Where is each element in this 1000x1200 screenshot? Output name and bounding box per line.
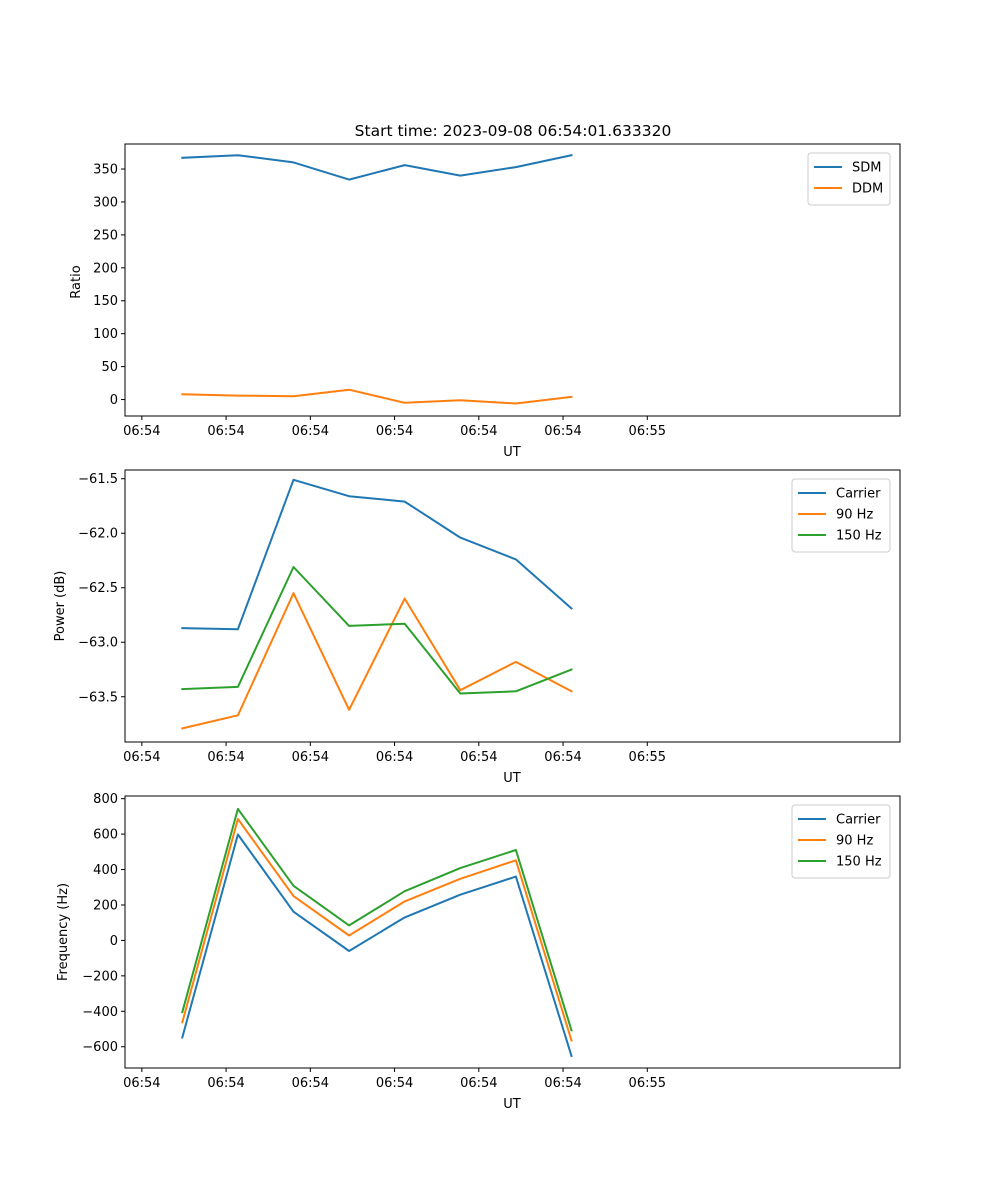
y-tick-label: 200 xyxy=(93,261,118,276)
ratio-legend: SDM DDM xyxy=(807,152,891,206)
frequency-y-ticks: −600 −400 −200 0 200 400 600 800 xyxy=(82,792,125,1055)
power-x-axis-label: UT xyxy=(503,771,521,786)
x-tick-label: 06:54 xyxy=(460,424,497,439)
x-tick-label: 06:55 xyxy=(629,424,666,439)
x-tick-label: 06:54 xyxy=(544,424,581,439)
legend-label: 90 Hz xyxy=(836,508,873,523)
power-series-90-hz-line xyxy=(181,592,573,730)
frequency-series-layer xyxy=(181,807,573,1058)
ratio-x-axis-label: UT xyxy=(503,445,521,460)
frequency-legend: Carrier 90 Hz 150 Hz xyxy=(791,804,891,879)
y-tick-label: −62.0 xyxy=(78,527,118,542)
x-tick-label: 06:54 xyxy=(292,1076,329,1091)
y-tick-label: −63.0 xyxy=(78,636,118,651)
y-tick-label: 400 xyxy=(93,863,118,878)
legend-label: Carrier xyxy=(836,813,881,828)
ratio-series-ddm-line xyxy=(181,388,573,405)
power-panel: 06:54 06:54 06:54 06:54 06:54 06:54 06:55 −63.… xyxy=(53,469,901,786)
legend-label: DDM xyxy=(852,182,883,197)
x-tick-label: 06:55 xyxy=(629,1076,666,1091)
ratio-panel: Start time: 2023-09-08 06:54:01.633320 0… xyxy=(69,122,901,460)
legend-label: 150 Hz xyxy=(836,855,882,870)
y-tick-label: −400 xyxy=(82,1005,118,1020)
x-tick-label: 06:54 xyxy=(292,424,329,439)
y-tick-label: 600 xyxy=(93,828,118,843)
ratio-axes-frame xyxy=(124,143,901,417)
x-tick-label: 06:54 xyxy=(123,1076,160,1091)
legend-label: 90 Hz xyxy=(836,834,873,849)
y-tick-label: −61.5 xyxy=(78,472,118,487)
legend-frame xyxy=(791,478,891,553)
x-tick-label: 06:54 xyxy=(207,424,244,439)
x-tick-label: 06:54 xyxy=(376,1076,413,1091)
power-legend: Carrier 90 Hz 150 Hz xyxy=(791,478,891,553)
frequency-series-150-hz-line xyxy=(181,807,573,1032)
y-tick-label: 0 xyxy=(110,934,118,949)
y-tick-label: 100 xyxy=(93,327,118,342)
y-tick-label: 250 xyxy=(93,228,118,243)
x-tick-label: 06:54 xyxy=(123,424,160,439)
power-x-ticks: 06:54 06:54 06:54 06:54 06:54 06:54 06:55 xyxy=(123,742,666,765)
x-tick-label: 06:54 xyxy=(123,750,160,765)
power-series-carrier-line xyxy=(181,478,573,631)
legend-label: 150 Hz xyxy=(836,529,882,544)
y-tick-label: 350 xyxy=(93,163,118,178)
ratio-y-axis-label: Ratio xyxy=(69,265,84,298)
frequency-series-90-hz-line xyxy=(181,818,573,1042)
x-tick-label: 06:54 xyxy=(460,1076,497,1091)
x-tick-label: 06:54 xyxy=(544,750,581,765)
y-tick-label: 0 xyxy=(110,393,118,408)
y-tick-label: −62.5 xyxy=(78,581,118,596)
x-tick-label: 06:54 xyxy=(376,750,413,765)
frequency-panel: 06:54 06:54 06:54 06:54 06:54 06:54 06:55 −600… xyxy=(56,792,901,1112)
ratio-series-layer xyxy=(181,154,573,405)
x-tick-label: 06:54 xyxy=(292,750,329,765)
y-tick-label: −63.5 xyxy=(78,690,118,705)
legend-frame xyxy=(791,804,891,879)
y-tick-label: −200 xyxy=(82,969,118,984)
y-tick-label: 300 xyxy=(93,195,118,210)
frequency-x-ticks: 06:54 06:54 06:54 06:54 06:54 06:54 06:55 xyxy=(123,1068,666,1091)
frequency-y-axis-label: Frequency (Hz) xyxy=(56,883,71,981)
power-series-layer xyxy=(181,478,573,730)
ratio-series-sdm-line xyxy=(181,154,573,181)
y-tick-label: 200 xyxy=(93,898,118,913)
x-tick-label: 06:54 xyxy=(460,750,497,765)
chart-title: Start time: 2023-09-08 06:54:01.633320 xyxy=(355,122,672,140)
ratio-x-ticks: 06:54 06:54 06:54 06:54 06:54 06:54 06:55 xyxy=(123,416,666,439)
ratio-y-ticks: 0 50 100 150 200 250 300 350 xyxy=(93,163,125,408)
y-tick-label: −600 xyxy=(82,1040,118,1055)
power-series-150-hz-line xyxy=(181,566,573,695)
y-tick-label: 50 xyxy=(101,360,118,375)
frequency-series-carrier-line xyxy=(181,833,573,1058)
frequency-x-axis-label: UT xyxy=(503,1097,521,1112)
power-axes-frame xyxy=(124,469,901,743)
power-y-ticks: −63.5 −63.0 −62.5 −62.0 −61.5 xyxy=(78,472,125,705)
y-tick-label: 800 xyxy=(93,792,118,807)
legend-label: Carrier xyxy=(836,487,881,502)
x-tick-label: 06:54 xyxy=(207,1076,244,1091)
power-y-axis-label: Power (dB) xyxy=(53,571,68,642)
legend-label: SDM xyxy=(852,161,881,176)
x-tick-label: 06:54 xyxy=(544,1076,581,1091)
y-tick-label: 150 xyxy=(93,294,118,309)
x-tick-label: 06:54 xyxy=(207,750,244,765)
frequency-axes-frame xyxy=(124,795,901,1069)
x-tick-label: 06:54 xyxy=(376,424,413,439)
x-tick-label: 06:55 xyxy=(629,750,666,765)
